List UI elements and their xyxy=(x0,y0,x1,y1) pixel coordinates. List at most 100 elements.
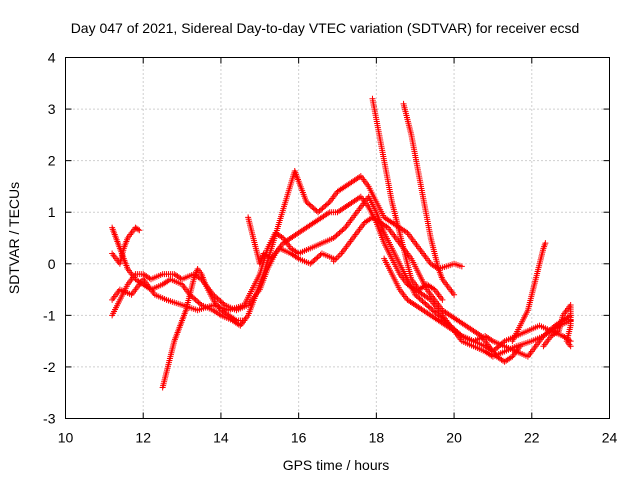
data-point xyxy=(304,200,311,207)
y-tick-labels: -3 -2 -1 0 1 2 3 4 xyxy=(43,50,56,427)
series-track-4 xyxy=(159,265,248,391)
y-tick-label: 3 xyxy=(48,101,56,117)
data-point xyxy=(325,200,332,207)
data-point xyxy=(542,240,549,247)
data-point xyxy=(334,231,341,238)
data-point xyxy=(320,204,327,211)
data-point xyxy=(307,202,314,209)
data-point xyxy=(192,296,199,303)
data-point xyxy=(413,293,420,300)
data-point xyxy=(189,294,196,301)
data-point xyxy=(307,260,314,267)
data-point xyxy=(332,233,339,240)
x-tick-labels: 10 12 14 16 18 20 22 24 xyxy=(58,430,618,446)
data-point xyxy=(306,201,313,208)
data-point xyxy=(428,305,435,312)
y-tick-label: -1 xyxy=(43,307,56,323)
data-point xyxy=(213,294,220,301)
series-track-10 xyxy=(509,240,549,345)
series-track-11 xyxy=(109,224,143,267)
data-point xyxy=(429,307,436,314)
y-tick-label: -3 xyxy=(43,411,56,427)
data-point xyxy=(425,303,432,310)
data-point xyxy=(422,300,429,307)
series-track-12 xyxy=(540,302,574,350)
data-point xyxy=(194,298,201,305)
series-track-7 xyxy=(369,95,446,303)
data-point xyxy=(451,291,458,298)
series-track-1 xyxy=(109,167,465,329)
x-tick-label: 12 xyxy=(135,430,151,446)
y-tick-label: 0 xyxy=(48,256,56,272)
data-point xyxy=(241,317,248,324)
data-point xyxy=(214,295,221,302)
data-point xyxy=(416,295,423,302)
data-point xyxy=(311,256,318,263)
data-point xyxy=(337,228,344,235)
data-point xyxy=(322,202,329,209)
data-point xyxy=(136,227,143,234)
x-tick-label: 14 xyxy=(213,430,229,446)
data-point xyxy=(218,299,225,306)
data-point xyxy=(315,209,322,216)
data-point xyxy=(215,296,222,303)
x-tick-label: 16 xyxy=(291,430,307,446)
data-point xyxy=(310,205,317,212)
data-point xyxy=(336,229,343,236)
axis-ticks xyxy=(65,57,610,419)
grid-lines xyxy=(65,57,610,419)
data-point xyxy=(336,252,343,259)
x-axis-label: GPS time / hours xyxy=(283,457,390,473)
x-tick-label: 10 xyxy=(58,430,74,446)
series-track-8 xyxy=(400,100,458,298)
data-point xyxy=(340,225,347,232)
data-point xyxy=(317,206,324,213)
data-point xyxy=(195,299,202,306)
data-point xyxy=(419,298,426,305)
data-point xyxy=(567,343,574,350)
y-tick-label: -2 xyxy=(43,359,56,375)
data-point xyxy=(191,295,198,302)
x-tick-label: 22 xyxy=(524,430,540,446)
plot-frame xyxy=(65,57,610,419)
data-points xyxy=(109,95,574,391)
y-axis-label: SDTVAR / TECUs xyxy=(6,182,22,294)
data-point xyxy=(316,253,323,260)
data-point xyxy=(323,201,330,208)
data-point xyxy=(458,263,465,270)
data-point xyxy=(426,304,433,311)
chart-title: Day 047 of 2021, Sidereal Day-to-day VTE… xyxy=(71,20,580,36)
data-point xyxy=(432,309,439,316)
data-point xyxy=(517,343,524,350)
data-point xyxy=(435,312,442,319)
x-tick-label: 18 xyxy=(369,430,385,446)
data-point xyxy=(434,311,441,318)
data-point xyxy=(423,302,430,309)
data-point xyxy=(439,296,446,303)
y-tick-label: 1 xyxy=(48,204,56,220)
data-point xyxy=(309,204,316,211)
data-point xyxy=(217,298,224,305)
data-point xyxy=(316,207,323,214)
data-point xyxy=(303,198,310,205)
data-point xyxy=(310,258,317,265)
y-tick-label: 2 xyxy=(48,153,56,169)
data-point xyxy=(197,300,204,307)
data-point xyxy=(313,255,320,262)
x-tick-label: 20 xyxy=(446,430,462,446)
data-point xyxy=(415,294,422,301)
data-point xyxy=(330,235,337,241)
data-point xyxy=(420,299,427,306)
series-track-9 xyxy=(381,255,574,360)
data-point xyxy=(308,259,315,266)
data-point xyxy=(412,291,419,298)
data-point xyxy=(312,206,319,213)
data-point xyxy=(339,227,346,234)
x-tick-label: 24 xyxy=(602,430,618,446)
data-point xyxy=(135,226,142,233)
data-point xyxy=(431,308,438,315)
data-point xyxy=(319,205,326,212)
data-point xyxy=(418,296,425,303)
data-point xyxy=(492,345,499,352)
